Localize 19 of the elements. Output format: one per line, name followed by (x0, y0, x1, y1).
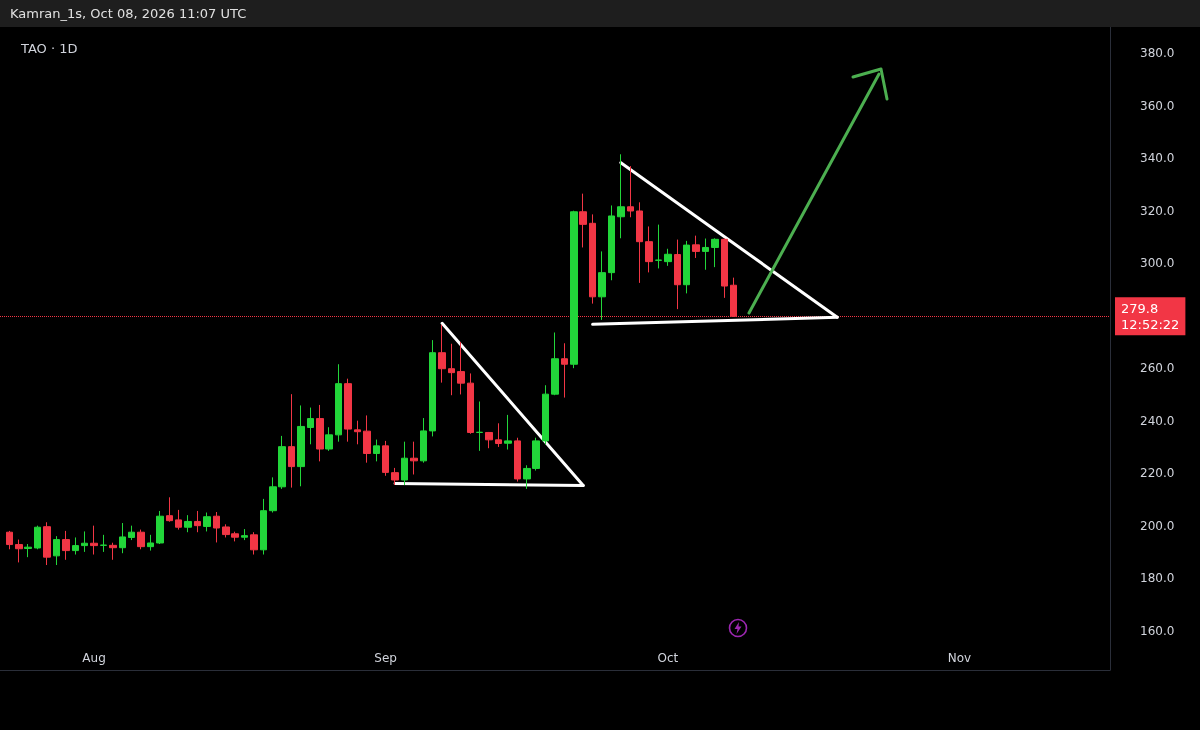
x-tick-label: Aug (82, 651, 106, 665)
y-tick-label: 320.0 (1140, 203, 1175, 218)
text: TAO · 1D (20, 41, 78, 56)
x-tick-label: Oct (657, 651, 679, 665)
y-tick-label: 380.0 (1140, 46, 1175, 61)
y-tick-label: 200.0 (1140, 518, 1175, 533)
y-tick-label: 160.0 (1140, 623, 1175, 638)
y-tick-label: 360.0 (1140, 98, 1175, 113)
x-tick-label: Sep (374, 651, 397, 665)
text: 12:52:22 (1121, 316, 1180, 332)
y-tick-label: 220.0 (1140, 466, 1175, 481)
y-tick-label: 300.0 (1140, 256, 1175, 271)
ref-line-label: 279.8 (1121, 300, 1159, 316)
chart-subtitle: Kamran_1s, Oct 08, 2026 11:07 UTC (9, 5, 248, 23)
y-tick-label: 180.0 (1140, 571, 1175, 586)
y-tick-label: 240.0 (1140, 413, 1175, 428)
x-tick-label: Nov (947, 651, 972, 665)
y-tick-label: 260.0 (1140, 361, 1175, 376)
y-tick-label: 340.0 (1140, 151, 1175, 166)
